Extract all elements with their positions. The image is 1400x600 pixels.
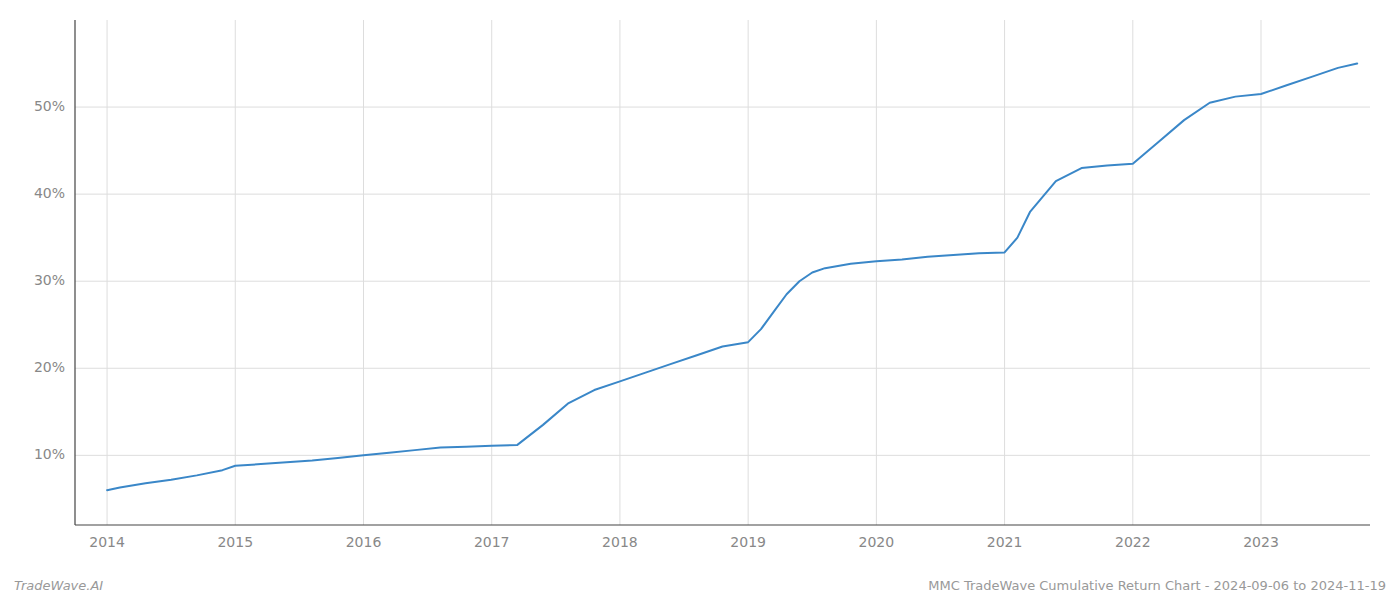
x-tick-label: 2017: [474, 534, 510, 550]
annotation: TradeWave.AI: [14, 578, 103, 593]
x-grid-line: [491, 20, 492, 525]
x-grid-line: [107, 20, 108, 525]
data-layer: [107, 64, 1357, 491]
background: [0, 0, 1400, 600]
tick-labels: 10% 20% 30% 40% 50% 2014 2015 2016 2017 2018 2019 2…: [34, 98, 1279, 550]
y-grid-line: [75, 455, 1370, 456]
chart: 10% 20% 30% 40% 50% 2014 2015 2016 2017 2018 2019 2…: [0, 0, 1400, 600]
y-tick-label: 20%: [34, 359, 65, 375]
y-tick-label: 50%: [34, 98, 65, 114]
y-grid-line: [75, 368, 1370, 369]
annotation: MMC TradeWave Cumulative Return Chart - …: [928, 578, 1386, 593]
y-grid-line: [75, 281, 1370, 282]
y-tick-label: 30%: [34, 272, 65, 288]
x-tick-label: 2021: [987, 534, 1023, 550]
y-tick-label: 10%: [34, 446, 65, 462]
x-axis-line: [75, 524, 1370, 525]
x-grid-line: [1004, 20, 1005, 525]
x-tick-label: 2023: [1243, 534, 1279, 550]
x-tick-label: 2022: [1115, 534, 1151, 550]
y-grid-line: [75, 107, 1370, 108]
x-grid-line: [1261, 20, 1262, 525]
x-grid-line: [619, 20, 620, 525]
x-tick-label: 2016: [346, 534, 382, 550]
x-grid-line: [235, 20, 236, 525]
y-grid-line: [75, 194, 1370, 195]
y-tick-label: 40%: [34, 185, 65, 201]
y-axis-line: [74, 20, 75, 525]
x-grid-line: [876, 20, 877, 525]
grid: [75, 20, 1370, 525]
line: [107, 64, 1357, 491]
page: {"chart_data": { "type": "line", "x": [2…: [0, 0, 1400, 600]
x-tick-label: 2014: [89, 534, 125, 550]
x-tick-label: 2019: [730, 534, 766, 550]
x-grid-line: [1132, 20, 1133, 525]
x-grid-line: [363, 20, 364, 525]
x-tick-label: 2015: [217, 534, 253, 550]
x-tick-label: 2020: [859, 534, 895, 550]
x-grid-line: [748, 20, 749, 525]
x-tick-label: 2018: [602, 534, 638, 550]
